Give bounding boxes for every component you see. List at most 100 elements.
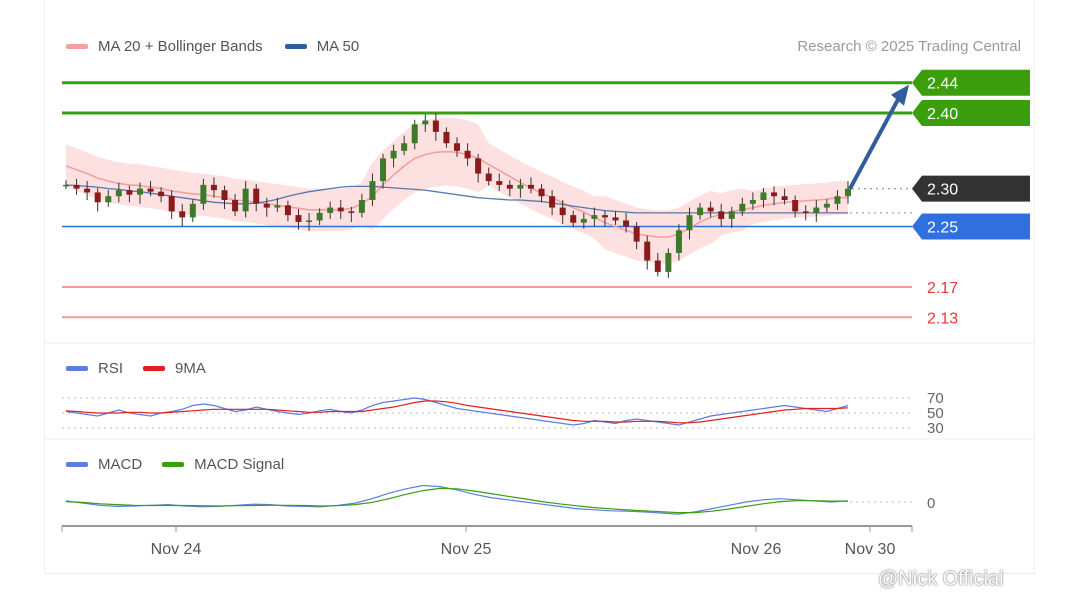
- legend-item-macd[interactable]: MACD: [66, 456, 142, 473]
- rsi-ma-line: [65, 400, 849, 424]
- candle: [210, 184, 217, 191]
- legend-item-macd-signal[interactable]: MACD Signal: [162, 456, 284, 473]
- legend-item-ma20[interactable]: MA 20 + Bollinger Bands: [66, 38, 263, 55]
- candle: [369, 181, 376, 200]
- candle: [813, 207, 820, 213]
- candle: [380, 158, 387, 182]
- candle: [485, 173, 492, 182]
- candle: [718, 211, 725, 219]
- candle: [126, 190, 133, 195]
- legend-item-ma50[interactable]: MA 50: [284, 38, 359, 55]
- candle: [274, 205, 281, 208]
- candle: [749, 200, 756, 204]
- candle: [792, 200, 799, 212]
- candle: [623, 220, 630, 227]
- level-tag-2-25: [912, 213, 1030, 240]
- candle: [84, 188, 91, 193]
- candle: [284, 205, 291, 216]
- candle: [475, 158, 482, 174]
- candle: [158, 191, 165, 197]
- level-label-2-25: 2.25: [927, 219, 958, 236]
- candle: [760, 192, 767, 200]
- rsi-level-label-50: 50: [927, 405, 944, 422]
- candle: [115, 190, 122, 197]
- ma50-line: [65, 184, 848, 214]
- level-tag-2-40: [912, 99, 1030, 126]
- legend-label-rsi-ma: 9MA: [175, 360, 206, 377]
- candle: [781, 196, 788, 200]
- price-legend: MA 20 + Bollinger Bands MA 50: [66, 38, 359, 55]
- legend-swatch-macd-signal: [162, 462, 185, 467]
- candle: [612, 217, 619, 221]
- target-arrow-head: [891, 84, 909, 106]
- macd-legend: MACD MACD Signal: [66, 456, 284, 473]
- legend-swatch-rsi: [66, 366, 88, 371]
- candle: [591, 215, 598, 219]
- legend-label-macd-signal: MACD Signal: [194, 456, 285, 473]
- level-label-2-40: 2.40: [927, 106, 958, 123]
- candle: [432, 120, 439, 132]
- candle: [464, 150, 471, 159]
- candle: [601, 215, 608, 218]
- candle: [517, 184, 524, 189]
- level-tag-2-30: [912, 175, 1030, 202]
- candle: [665, 252, 672, 272]
- candle: [221, 190, 228, 200]
- candle: [390, 150, 397, 159]
- candle: [570, 215, 577, 223]
- x-tick-label: Nov 26: [731, 541, 782, 558]
- level-label-2-30: 2.30: [927, 182, 958, 199]
- candle: [633, 226, 640, 242]
- candle: [401, 143, 408, 151]
- candle: [728, 211, 735, 219]
- legend-item-rsi[interactable]: RSI: [66, 360, 123, 377]
- level-label-2-13: 2.13: [927, 310, 958, 327]
- legend-item-rsi-ma[interactable]: 9MA: [143, 360, 206, 377]
- chart-credit: Research © 2025 Trading Central: [797, 38, 1021, 55]
- candle: [242, 188, 249, 212]
- legend-swatch-rsi-ma: [143, 366, 166, 371]
- candle: [454, 143, 460, 151]
- level-tag-2-44: [912, 69, 1030, 96]
- rsi-line: [65, 397, 849, 426]
- x-tick-label: Nov 24: [151, 541, 202, 558]
- rsi-level-label-70: 70: [927, 390, 944, 407]
- candle: [802, 211, 809, 213]
- level-label-2-44: 2.44: [927, 76, 958, 93]
- candle: [443, 131, 450, 144]
- macd-level-label-0: 0: [927, 495, 935, 512]
- candle: [337, 207, 344, 212]
- candle: [506, 184, 513, 189]
- macd-signal-line: [65, 487, 848, 514]
- legend-label-macd: MACD: [98, 456, 143, 473]
- candle: [845, 188, 851, 197]
- candle: [358, 200, 365, 213]
- candle: [316, 212, 323, 221]
- candle: [348, 211, 355, 213]
- candle: [496, 181, 503, 185]
- candle: [253, 188, 260, 204]
- candle: [771, 192, 778, 197]
- legend-label-rsi: RSI: [98, 360, 124, 377]
- candle: [422, 120, 429, 125]
- legend-label-ma20: MA 20 + Bollinger Bands: [98, 38, 263, 55]
- watermark: @Nick Official: [878, 568, 1004, 590]
- candle: [295, 215, 302, 222]
- legend-swatch-ma50: [284, 44, 307, 49]
- candle: [739, 203, 746, 212]
- candle: [823, 203, 830, 208]
- candle: [94, 192, 101, 203]
- candle: [73, 184, 80, 189]
- candle: [232, 200, 239, 212]
- candle: [834, 196, 841, 204]
- candle: [179, 211, 186, 218]
- candle: [411, 124, 418, 144]
- candle: [549, 196, 556, 208]
- candle: [306, 220, 313, 222]
- x-tick-label: Nov 25: [441, 541, 492, 558]
- candle: [527, 184, 534, 189]
- candle: [263, 203, 270, 208]
- candle: [559, 207, 566, 216]
- legend-swatch-ma20: [66, 44, 88, 49]
